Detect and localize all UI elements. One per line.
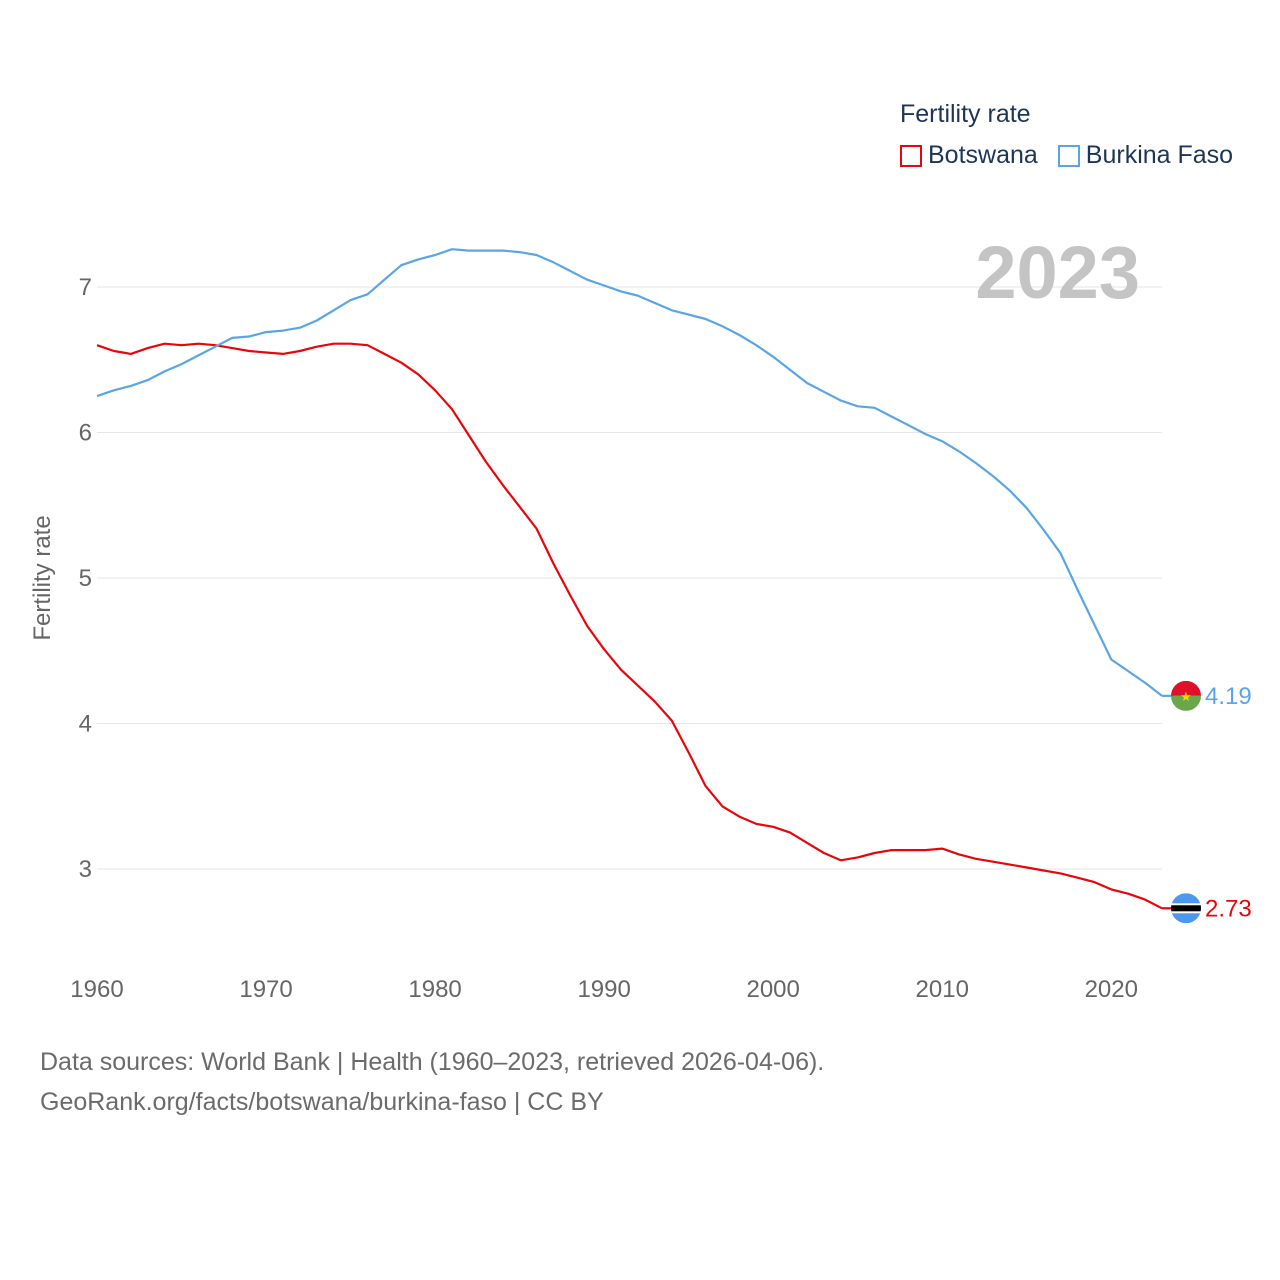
legend-swatch-burkina-faso <box>1057 144 1080 167</box>
flag-star-icon: ★ <box>1180 690 1192 705</box>
data-sources-text: Data sources: World Bank | Health (1960–… <box>40 1048 825 1076</box>
flag-band-black <box>1171 905 1201 912</box>
x-axis-ticks: 1960 1970 1980 1990 2000 2010 2020 <box>70 976 1138 1003</box>
botswana-flag-icon <box>1171 893 1201 924</box>
x-tick-label: 2000 <box>746 976 799 1003</box>
legend-title: Fertility rate <box>900 100 1031 128</box>
series-lines <box>96 248 1174 910</box>
year-overlay: 2023 <box>975 231 1140 314</box>
series-line-botswana <box>96 342 1163 910</box>
end-markers: ★ <box>1171 680 1201 924</box>
y-tick-label: 7 <box>79 274 92 301</box>
gridlines <box>97 286 1162 870</box>
y-axis-label: Fertility rate <box>29 515 56 640</box>
legend-item-burkina-faso[interactable]: Burkina Faso <box>1057 141 1234 170</box>
x-tick-label: 1990 <box>577 976 630 1003</box>
y-axis-ticks: 3 4 5 6 7 <box>79 274 92 883</box>
y-tick-label: 6 <box>79 420 92 447</box>
x-tick-label: 1980 <box>408 976 461 1003</box>
x-tick-label: 1970 <box>239 976 292 1003</box>
y-tick-label: 4 <box>79 711 92 738</box>
source-url-text[interactable]: GeoRank.org/facts/botswana/burkina-faso … <box>40 1088 604 1116</box>
legend-label-botswana: Botswana <box>928 141 1038 169</box>
legend: Botswana Burkina Faso <box>900 141 1233 170</box>
burkina-faso-flag-fill: ★ <box>1171 680 1201 711</box>
legend-item-botswana[interactable]: Botswana <box>900 141 1038 170</box>
x-tick-label: 1960 <box>70 976 123 1003</box>
x-tick-label: 2010 <box>916 976 969 1003</box>
y-tick-label: 5 <box>79 565 92 592</box>
footer: Data sources: World Bank | Health (1960–… <box>40 1042 824 1122</box>
flag-band-green <box>1171 695 1201 711</box>
end-value-label-botswana: 2.73 <box>1205 895 1252 922</box>
series-line-burkina-faso <box>96 248 1163 697</box>
burkina-faso-flag-icon: ★ <box>1171 680 1201 711</box>
end-labels: 2.73 4.19 <box>1205 683 1252 922</box>
flag-band-red <box>1171 680 1201 696</box>
legend-label-burkina-faso: Burkina Faso <box>1085 141 1234 169</box>
end-value-label-burkina-faso: 4.19 <box>1205 683 1252 710</box>
y-tick-label: 3 <box>79 856 92 883</box>
legend-swatch-botswana <box>900 144 922 167</box>
botswana-flag-fill <box>1171 893 1201 924</box>
x-tick-label: 2020 <box>1085 976 1138 1003</box>
